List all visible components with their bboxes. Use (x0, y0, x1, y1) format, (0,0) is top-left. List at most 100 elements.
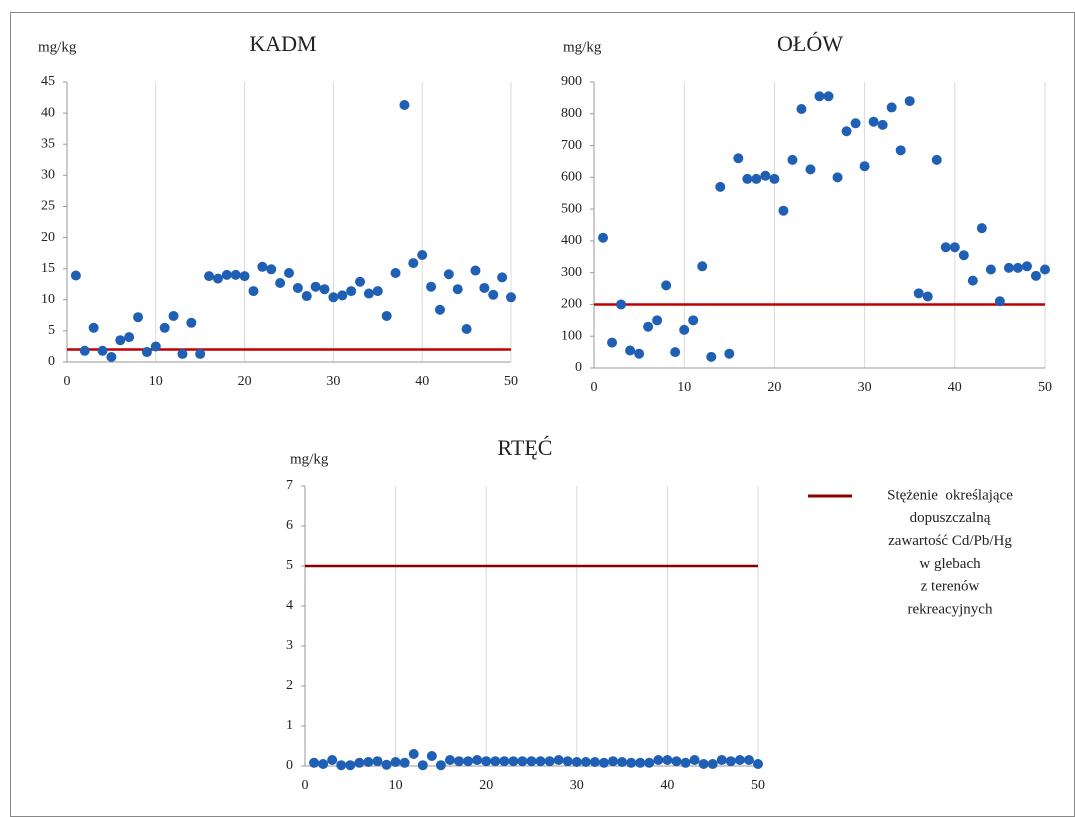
data-point (517, 756, 528, 767)
data-point (381, 759, 392, 770)
data-point (616, 299, 627, 310)
y-tick-label: 400 (561, 233, 582, 248)
data-point (635, 757, 646, 768)
data-point (106, 352, 117, 363)
x-tick-label: 40 (415, 374, 429, 389)
y-tick-label: 300 (561, 265, 582, 280)
data-point (230, 269, 241, 280)
y-tick-label: 700 (561, 138, 582, 153)
data-point (479, 282, 490, 293)
data-point (742, 173, 753, 184)
y-tick-label: 600 (561, 170, 582, 185)
x-tick-label: 20 (767, 380, 781, 395)
data-point (940, 242, 951, 253)
data-point (292, 282, 303, 293)
data-point (124, 332, 135, 343)
data-point (625, 345, 636, 356)
y-tick-label: 35 (41, 136, 55, 151)
legend-label: w glebach (919, 556, 981, 572)
data-point (643, 321, 654, 332)
y-tick-label: 900 (561, 74, 582, 89)
data-point (452, 284, 463, 295)
data-point (318, 759, 329, 769)
x-tick-label: 40 (660, 778, 674, 793)
data-point (381, 310, 392, 321)
data-point (598, 757, 609, 768)
chart-title: KADM (249, 31, 316, 56)
data-point (985, 264, 996, 275)
data-point (490, 756, 501, 767)
data-point (345, 760, 356, 771)
x-tick-label: 30 (570, 778, 584, 793)
x-tick-label: 20 (479, 778, 493, 793)
y-tick-label: 800 (561, 106, 582, 121)
data-point (607, 337, 618, 348)
y-tick-label: 30 (41, 168, 55, 183)
x-tick-label: 50 (1038, 380, 1052, 395)
data-point (435, 760, 446, 771)
data-point (434, 304, 445, 315)
data-point (598, 232, 609, 243)
legend-label: rekreacyjnych (908, 601, 993, 617)
data-point (535, 756, 546, 767)
x-tick-label: 10 (389, 778, 403, 793)
data-point (994, 296, 1005, 307)
data-point (751, 173, 762, 184)
data-point (778, 205, 789, 216)
data-point (571, 757, 582, 767)
data-point (257, 261, 268, 272)
data-point (895, 145, 906, 156)
data-point (508, 756, 519, 767)
data-point (472, 755, 483, 765)
x-tick-label: 0 (64, 374, 71, 389)
data-point (186, 317, 197, 328)
data-point (931, 154, 942, 165)
data-point (949, 242, 960, 253)
data-point (859, 161, 870, 172)
data-point (805, 164, 816, 175)
data-point (922, 291, 933, 302)
data-point (670, 347, 681, 358)
data-point (159, 322, 170, 333)
data-point (608, 756, 619, 767)
data-point (141, 347, 152, 358)
data-point (976, 223, 987, 234)
data-point (266, 264, 277, 275)
data-point (698, 759, 709, 769)
data-point (133, 312, 144, 323)
data-point (725, 756, 736, 767)
data-point (626, 757, 637, 768)
data-point (239, 271, 250, 282)
data-point (688, 315, 699, 326)
data-point (327, 755, 338, 765)
y-tick-label: 0 (48, 354, 55, 369)
x-tick-label: 50 (751, 778, 765, 793)
frame (10, 12, 1075, 817)
data-point (443, 269, 454, 280)
y-tick-label: 10 (41, 292, 55, 307)
data-point (634, 348, 645, 359)
data-point (967, 275, 978, 286)
data-point (417, 249, 428, 260)
y-tick-label: 5 (48, 323, 55, 338)
data-point (310, 281, 321, 292)
data-point (1030, 270, 1041, 281)
legend-label: zawartość Cd/Pb/Hg (888, 533, 1012, 549)
data-point (580, 757, 591, 767)
y-axis-unit: mg/kg (290, 451, 329, 467)
data-point (958, 250, 969, 261)
y-tick-label: 2 (286, 678, 293, 693)
data-point (841, 126, 852, 137)
data-point (363, 757, 374, 767)
data-point (70, 270, 81, 281)
y-tick-label: 0 (575, 360, 582, 375)
data-point (707, 759, 718, 769)
legend-label: Stężenie określające (887, 487, 1013, 503)
data-point (168, 310, 179, 321)
y-tick-label: 6 (286, 518, 293, 533)
x-tick-label: 30 (326, 374, 340, 389)
data-point (399, 100, 410, 111)
data-point (97, 345, 108, 356)
data-point (1040, 264, 1050, 275)
